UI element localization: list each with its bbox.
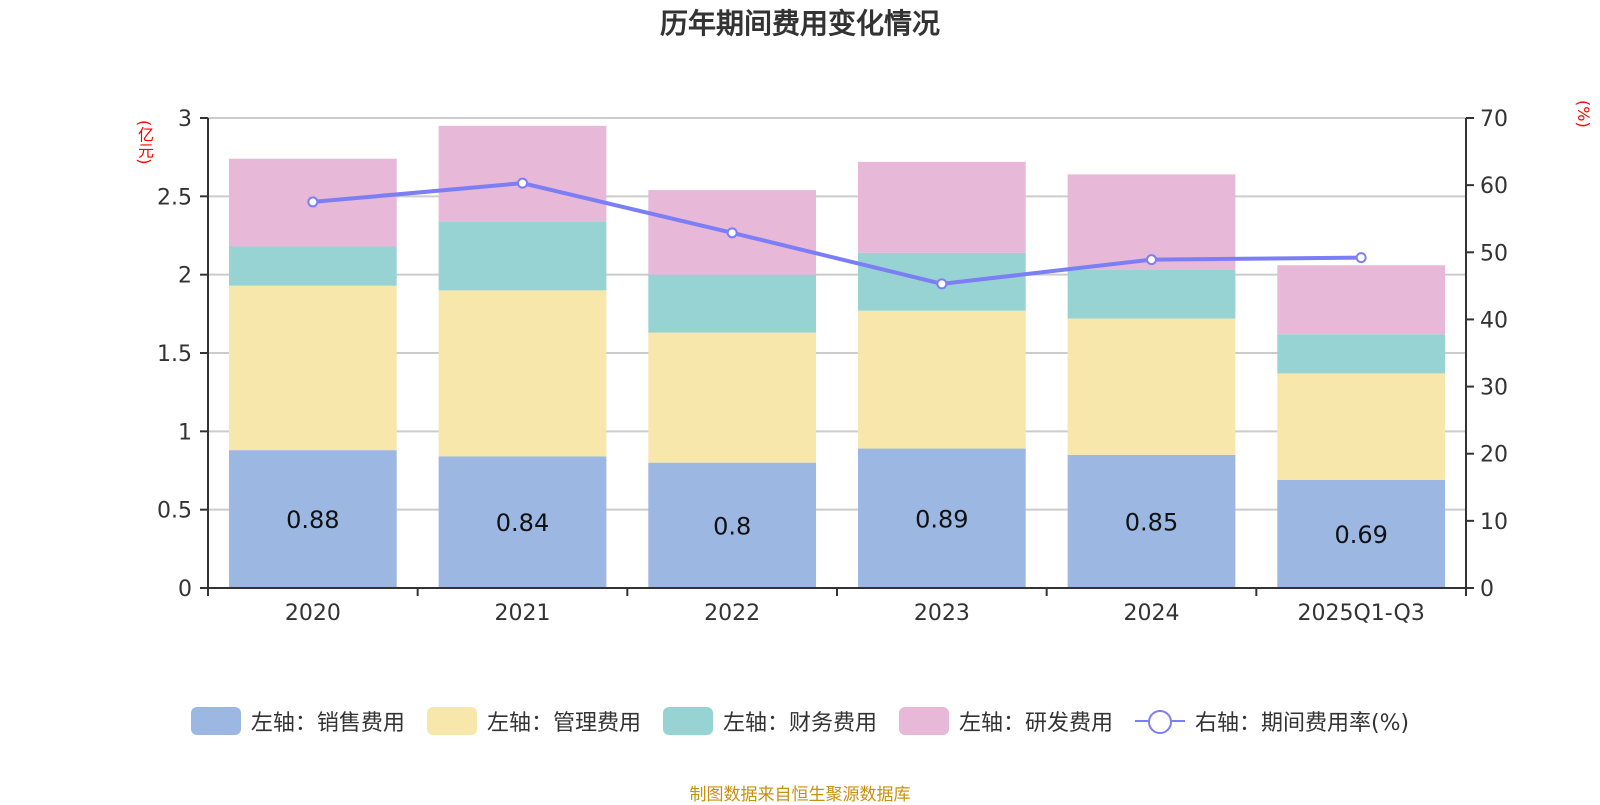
right-axis-tick-label: 50 xyxy=(1480,241,1508,266)
x-axis-tick-label: 2021 xyxy=(495,601,551,626)
bar-segment xyxy=(857,161,1026,253)
legend-label-sales: 左轴：销售费用 xyxy=(250,711,405,736)
bar-data-label: 0.69 xyxy=(1334,521,1387,549)
expense-rate-point xyxy=(1146,254,1157,266)
bar-segment xyxy=(648,462,817,588)
expense-rate-line xyxy=(312,181,1362,286)
left-axis-tick-label: 2.5 xyxy=(157,185,192,210)
bar-segment xyxy=(857,448,1026,588)
bar-segment xyxy=(438,456,607,588)
left-axis-tick-label: 3 xyxy=(178,107,192,132)
x-axis-tick-label: 2022 xyxy=(704,601,760,626)
bar-segment xyxy=(1277,479,1446,588)
legend-swatch-finance xyxy=(662,707,713,735)
right-axis-tick-label: 0 xyxy=(1480,577,1494,602)
legend-item-admin[interactable]: 左轴：管理费用 xyxy=(426,705,641,737)
legend-item-finance[interactable]: 左轴：财务费用 xyxy=(662,705,877,737)
legend-label-expense-rate: 右轴：期间费用率(%) xyxy=(1194,711,1410,736)
bar-data-label: 0.8 xyxy=(713,512,751,540)
right-axis-tick-label: 40 xyxy=(1480,308,1508,333)
left-axis-tick-label: 0 xyxy=(178,577,192,602)
right-axis-unit: (%) xyxy=(1574,100,1593,128)
bar-segment xyxy=(648,274,817,333)
bar-segment xyxy=(1067,269,1236,319)
x-axis-tick-label: 2020 xyxy=(285,601,341,626)
legend-item-expense-rate[interactable]: 右轴：期间费用率(%) xyxy=(1134,705,1410,737)
left-axis-tick-label: 0.5 xyxy=(157,499,192,524)
bar-data-label: 0.89 xyxy=(915,505,968,533)
right-axis-tick-label: 60 xyxy=(1480,174,1508,199)
bar-data-label: 0.85 xyxy=(1125,508,1178,536)
bar-segment xyxy=(1067,174,1236,270)
data-source-note: 制图数据来自恒生聚源数据库 xyxy=(689,785,911,805)
right-axis-tick-label: 30 xyxy=(1480,376,1508,401)
bar-segment xyxy=(438,221,607,291)
right-axis-tick-label: 70 xyxy=(1480,107,1508,132)
bar-segment xyxy=(648,332,817,463)
bar-data-label: 0.88 xyxy=(286,506,339,534)
expense-rate-point xyxy=(726,227,738,239)
bar-segment xyxy=(228,285,397,451)
bar-segment xyxy=(438,125,607,222)
legend-item-rnd[interactable]: 左轴：研发费用 xyxy=(898,705,1113,737)
expense-rate-point xyxy=(1355,252,1367,264)
bar-segment xyxy=(1277,265,1446,335)
bar-segment xyxy=(1067,454,1236,588)
legend-swatch-admin xyxy=(426,707,477,735)
legend-swatch-rnd xyxy=(898,707,949,735)
expense-rate-point xyxy=(936,278,948,290)
bar-segment xyxy=(438,290,607,457)
bar-segment xyxy=(228,450,397,588)
bar-segment xyxy=(1277,334,1446,374)
expense-rate-point xyxy=(517,177,528,189)
legend: 左轴：销售费用 左轴：管理费用 左轴：财务费用 左轴：研发费用 右轴：期间费用率… xyxy=(0,705,1600,737)
left-axis-tick-label: 2 xyxy=(178,264,192,289)
bar-segment xyxy=(857,310,1026,449)
bar-data-label: 0.84 xyxy=(496,509,549,537)
bar-segment xyxy=(228,246,397,286)
right-axis-tick-label: 20 xyxy=(1480,443,1508,468)
legend-label-finance: 左轴：财务费用 xyxy=(722,711,877,736)
legend-label-rnd: 左轴：研发费用 xyxy=(958,711,1113,736)
legend-swatch-sales xyxy=(190,707,241,735)
bar-segment xyxy=(1277,373,1446,480)
expense-rate-point xyxy=(307,196,319,208)
x-axis-tick-label: 2023 xyxy=(914,601,970,626)
legend-item-sales[interactable]: 左轴：销售费用 xyxy=(190,705,405,737)
left-axis-tick-label: 1 xyxy=(178,420,192,445)
left-axis-tick-label: 1.5 xyxy=(157,342,192,367)
legend-label-admin: 左轴：管理费用 xyxy=(486,711,641,736)
x-axis-tick-label: 2025Q1-Q3 xyxy=(1297,601,1424,626)
x-axis-tick-label: 2024 xyxy=(1124,601,1180,626)
right-axis-tick-label: 10 xyxy=(1480,510,1508,535)
bar-segment xyxy=(1067,318,1236,455)
chart-title: 历年期间费用变化情况 xyxy=(659,7,940,40)
legend-line-marker-icon xyxy=(1134,707,1185,735)
left-axis-unit: (亿元) xyxy=(135,120,154,165)
